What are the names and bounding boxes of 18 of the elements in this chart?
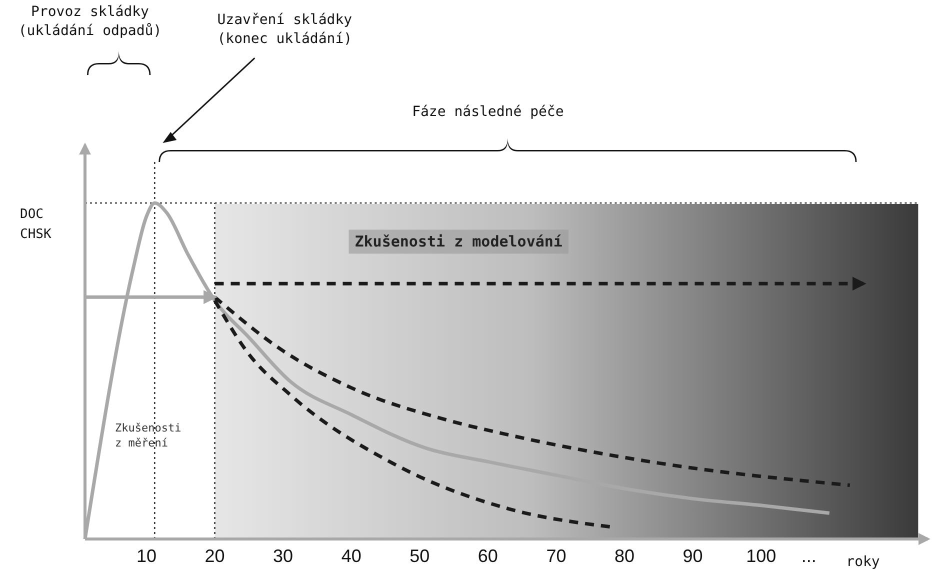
x-tick-label: 10 bbox=[136, 546, 156, 566]
x-tick-label: 70 bbox=[546, 546, 566, 566]
x-tick-label: 30 bbox=[273, 546, 294, 566]
text: Uzavření skládky (konec ukládání) bbox=[217, 12, 352, 47]
x-tick-label: ... bbox=[801, 546, 816, 566]
text: Provoz skládky (ukládání odpadů) bbox=[18, 4, 162, 39]
y-axis-title: DOC CHSK bbox=[20, 207, 52, 242]
x-axis-title: roky bbox=[846, 554, 880, 570]
band-label: Zkušenosti z modelování bbox=[354, 232, 562, 251]
text: Fáze následné péče bbox=[412, 104, 564, 120]
x-tick-label: 40 bbox=[341, 546, 362, 566]
x-tick-label: 60 bbox=[478, 546, 498, 566]
x-tick-label: 80 bbox=[614, 546, 635, 566]
band-label: Zkušenosti z měření bbox=[115, 421, 182, 450]
x-tick-label: 100 bbox=[746, 546, 776, 566]
x-tick-label: 20 bbox=[204, 546, 225, 566]
x-tick-label: 50 bbox=[410, 546, 430, 566]
x-tick-label: 90 bbox=[682, 546, 703, 566]
